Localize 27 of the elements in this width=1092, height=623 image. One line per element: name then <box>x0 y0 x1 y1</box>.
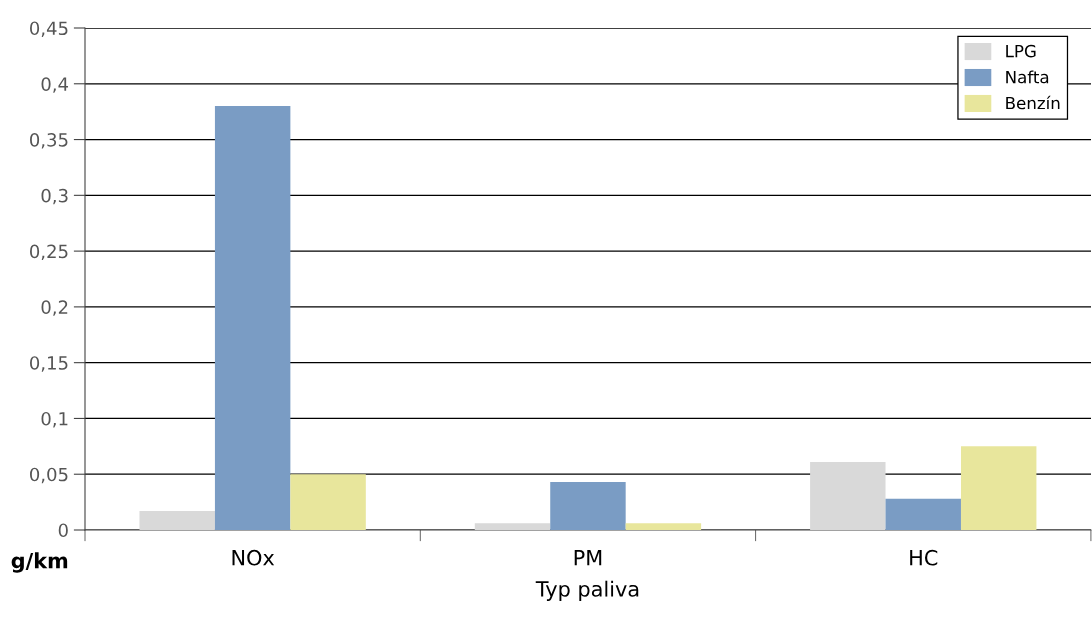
x-tick-label: HC <box>910 549 938 566</box>
y-tick-label: 0,25 <box>30 244 68 261</box>
bar <box>625 523 702 530</box>
legend-label: LPG <box>1006 44 1036 58</box>
y-tick-label: 0,2 <box>41 300 68 316</box>
legend-label: Benzín <box>1006 95 1060 110</box>
legend-label: Nafta <box>1006 70 1049 84</box>
y-tick-label: 0 <box>58 523 68 538</box>
x-axis-title: Typ paliva <box>535 580 639 601</box>
y-tick-label: 0,05 <box>30 467 68 484</box>
x-tick-label: PM <box>574 550 602 566</box>
bar <box>960 446 1037 530</box>
y-tick-label: 0,1 <box>41 411 68 428</box>
bar <box>474 523 551 530</box>
y-tick-label: 0,45 <box>30 21 68 37</box>
bar <box>810 461 886 530</box>
y-tick-label: 0,15 <box>30 356 68 372</box>
bar <box>290 474 366 530</box>
bar <box>550 482 626 530</box>
y-tick-label: 0,4 <box>41 77 69 93</box>
bar <box>214 106 291 530</box>
bar <box>885 498 961 530</box>
y-tick-label: 0,35 <box>30 133 68 149</box>
bar <box>139 511 215 530</box>
x-tick-label: NOx <box>232 549 275 566</box>
y-tick-label: 0,3 <box>41 188 68 205</box>
y-axis-title: g/km <box>11 552 68 573</box>
